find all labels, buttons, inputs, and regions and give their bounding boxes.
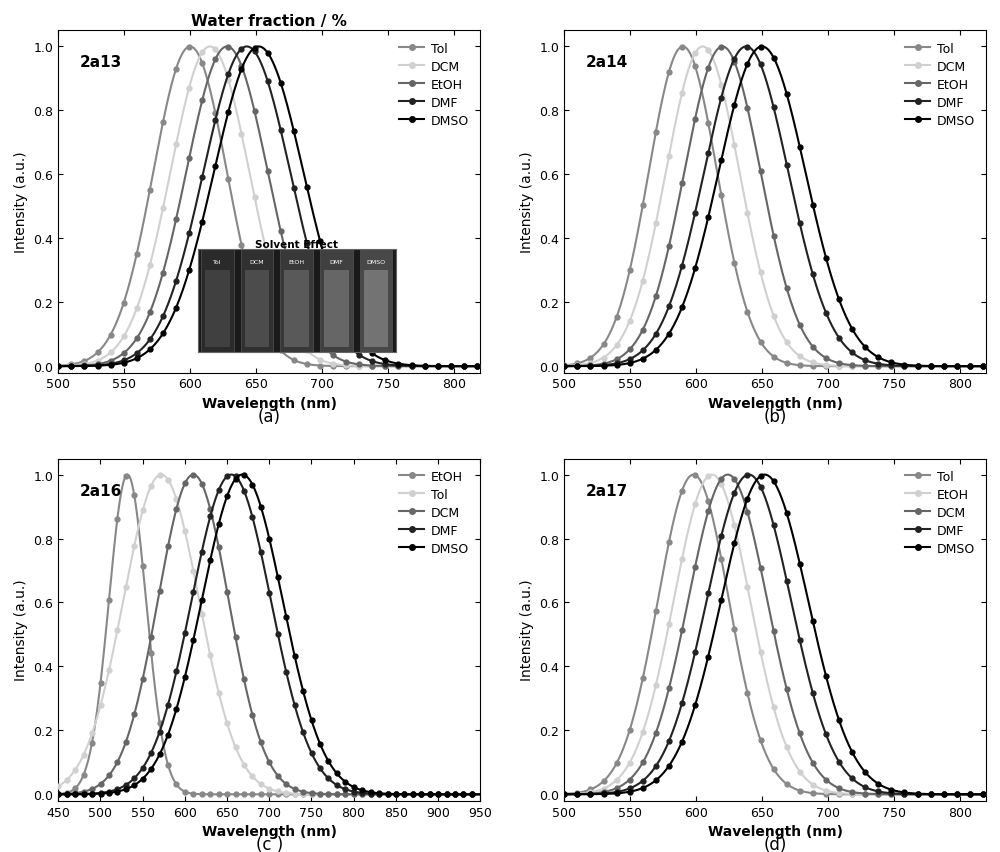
- Legend: EtOH, Tol, DCM, DMF, DMSO: EtOH, Tol, DCM, DMF, DMSO: [394, 465, 474, 560]
- Legend: Tol, DCM, EtOH, DMF, DMSO: Tol, DCM, EtOH, DMF, DMSO: [900, 37, 980, 133]
- Text: (a): (a): [258, 407, 281, 425]
- X-axis label: Wavelength (nm): Wavelength (nm): [708, 824, 843, 838]
- Text: 2a14: 2a14: [585, 55, 628, 71]
- Text: 2a16: 2a16: [79, 483, 122, 498]
- Text: 2a17: 2a17: [585, 483, 628, 498]
- X-axis label: Wavelength (nm): Wavelength (nm): [708, 396, 843, 411]
- X-axis label: Wavelength (nm): Wavelength (nm): [202, 824, 337, 838]
- Title: Water fraction / %: Water fraction / %: [191, 14, 347, 29]
- Text: 2a13: 2a13: [79, 55, 122, 71]
- Text: (b): (b): [764, 407, 787, 425]
- Y-axis label: Intensity (a.u.): Intensity (a.u.): [520, 579, 534, 681]
- Text: (c ): (c ): [256, 835, 283, 852]
- Text: (d): (d): [764, 835, 787, 852]
- Legend: Tol, EtOH, DCM, DMF, DMSO: Tol, EtOH, DCM, DMF, DMSO: [900, 465, 980, 560]
- Y-axis label: Intensity (a.u.): Intensity (a.u.): [14, 152, 28, 253]
- X-axis label: Wavelength (nm): Wavelength (nm): [202, 396, 337, 411]
- Y-axis label: Intensity (a.u.): Intensity (a.u.): [14, 579, 28, 681]
- Y-axis label: Intensity (a.u.): Intensity (a.u.): [520, 152, 534, 253]
- Legend: Tol, DCM, EtOH, DMF, DMSO: Tol, DCM, EtOH, DMF, DMSO: [394, 37, 474, 133]
